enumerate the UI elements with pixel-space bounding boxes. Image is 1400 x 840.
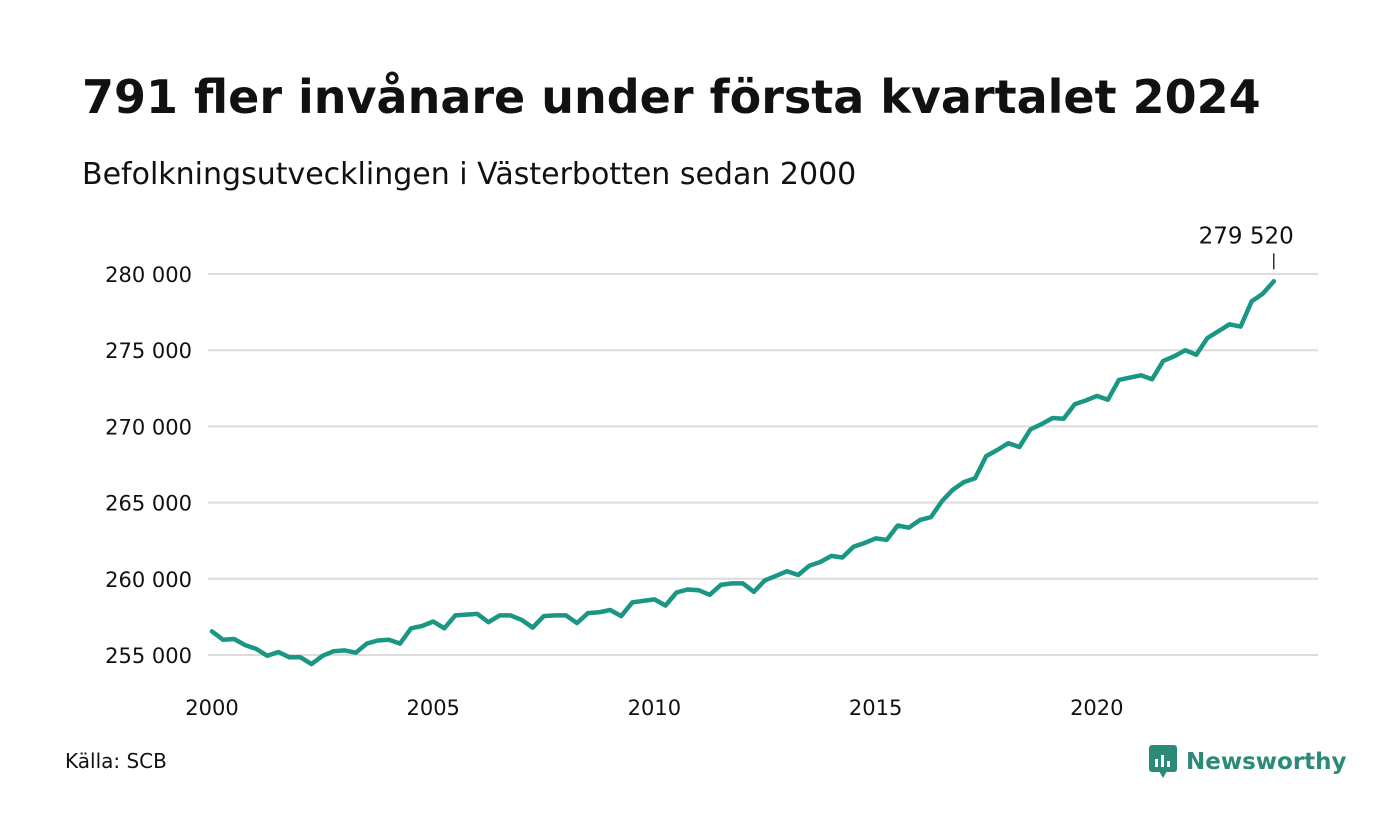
x-tick-label: 2000 xyxy=(185,696,238,720)
x-tick-label: 2010 xyxy=(628,696,681,720)
chart-subtitle: Befolkningsutvecklingen i Västerbotten s… xyxy=(82,157,857,192)
y-tick-label: 260 000 xyxy=(105,568,192,592)
annotation-label: 279 520 xyxy=(1199,223,1294,249)
end-annotation: 279 520 xyxy=(1199,223,1294,270)
y-tick-label: 280 000 xyxy=(105,263,192,287)
series-layer xyxy=(209,279,1277,667)
x-tick-label: 2015 xyxy=(849,696,902,720)
y-axis-ticks: 255 000 260 000 265 000 270 000 275 000 280 0… xyxy=(105,263,192,668)
y-tick-label: 270 000 xyxy=(105,415,192,439)
logo-text: Newsworthy xyxy=(1186,749,1347,775)
y-tick-label: 265 000 xyxy=(105,492,192,516)
x-tick-label: 2020 xyxy=(1070,696,1123,720)
line-chart: 255 000 260 000 265 000 270 000 275 000 280 0… xyxy=(105,223,1318,720)
x-axis-ticks: 2000 2005 2010 2015 2020 xyxy=(185,696,1123,720)
series-line xyxy=(209,279,1277,667)
x-tick-label: 2005 xyxy=(406,696,459,720)
chart-title: 791 fler invånare under första kvartalet… xyxy=(82,70,1261,124)
y-tick-label: 255 000 xyxy=(105,644,192,668)
newsworthy-logo-icon xyxy=(1149,745,1177,778)
source-note: Källa: SCB xyxy=(65,749,167,773)
newsworthy-logo[interactable]: Newsworthy xyxy=(1148,744,1347,780)
y-tick-label: 275 000 xyxy=(105,339,192,363)
grid-lines xyxy=(208,273,1318,656)
